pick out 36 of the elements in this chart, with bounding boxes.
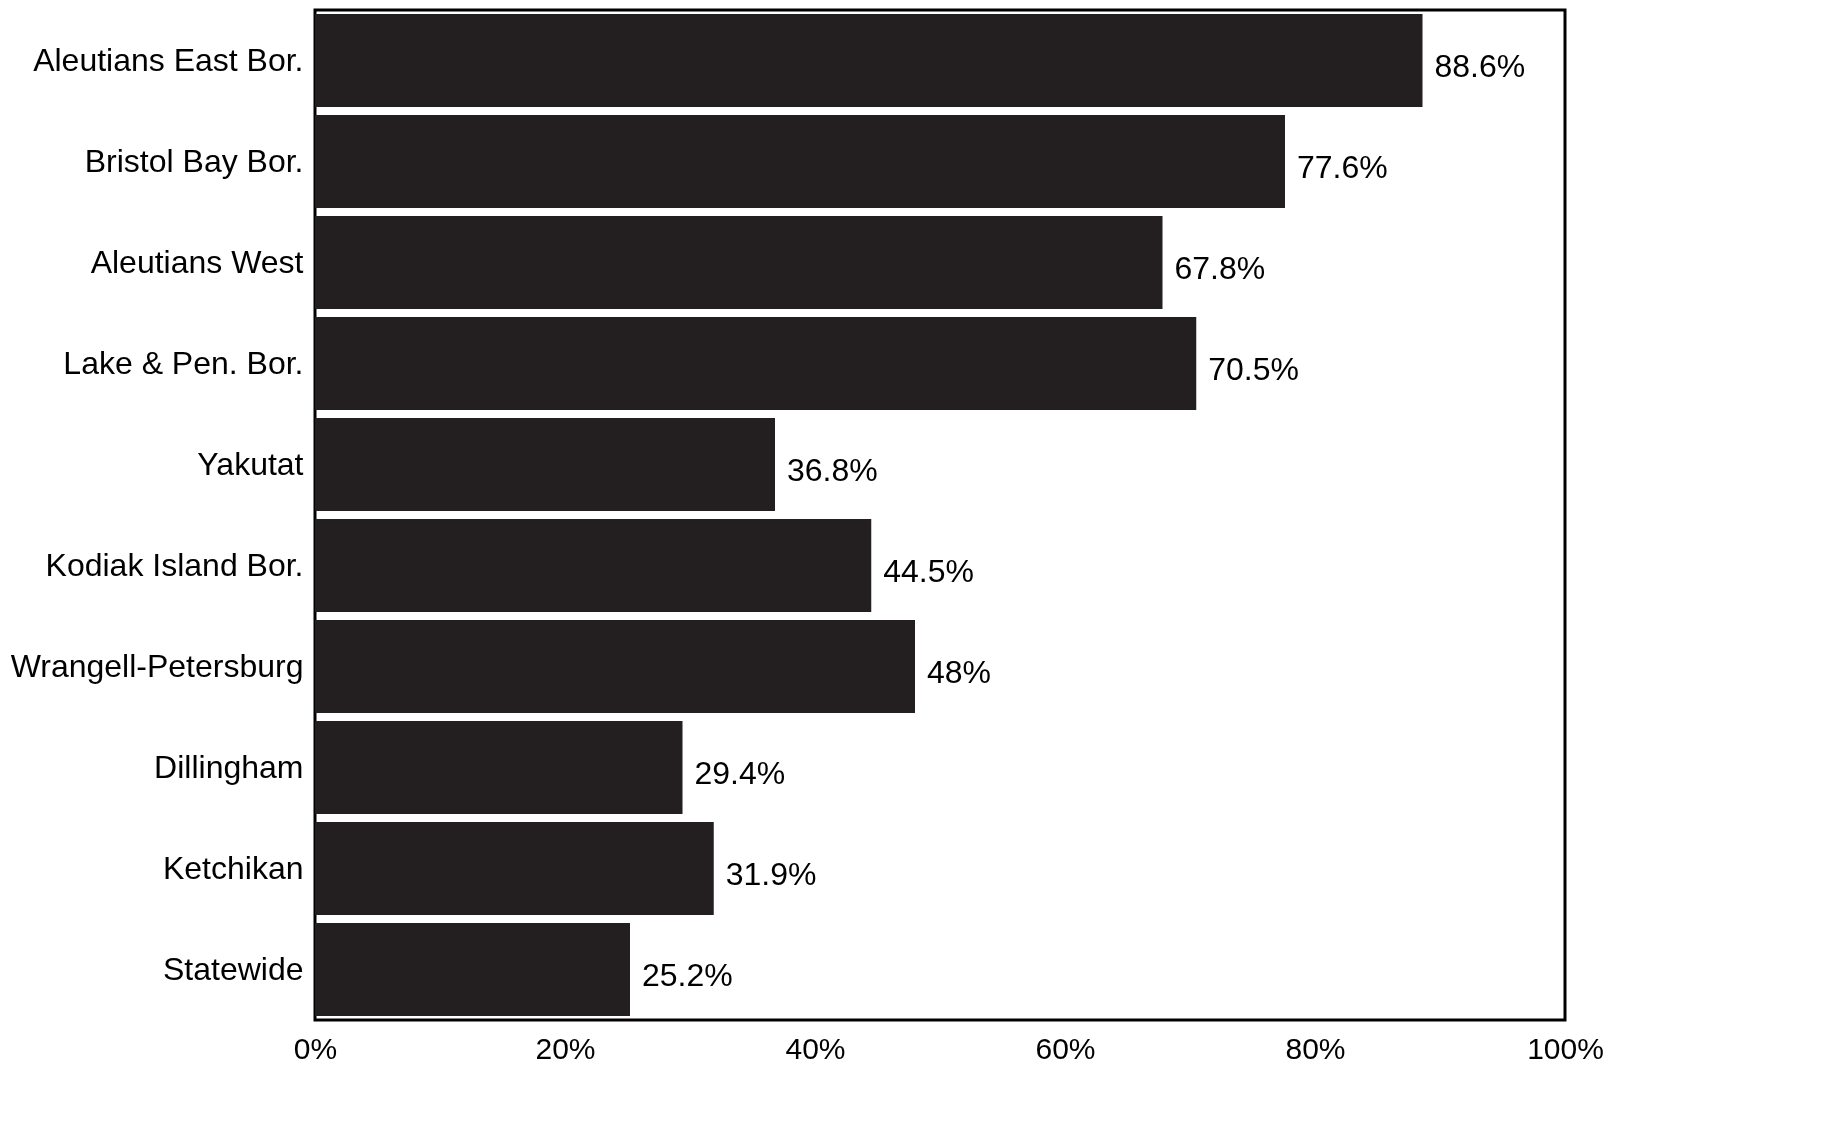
x-tick-label: 0% bbox=[293, 1031, 338, 1065]
x-tick-label: 100% bbox=[1527, 1031, 1604, 1065]
x-tick-label: 40% bbox=[785, 1031, 846, 1065]
bar bbox=[315, 216, 1163, 309]
x-tick-label: 80% bbox=[1285, 1031, 1346, 1065]
y-tick-label: Lake & Pen. Bor. bbox=[63, 344, 304, 381]
bar bbox=[315, 115, 1285, 208]
y-tick-label: Dillingham bbox=[154, 748, 304, 785]
bar bbox=[315, 418, 775, 511]
data-label: 25.2% bbox=[642, 956, 733, 993]
y-tick-label: Bristol Bay Bor. bbox=[84, 142, 304, 179]
x-tick-label: 20% bbox=[535, 1031, 596, 1065]
data-label: 70.5% bbox=[1208, 350, 1299, 387]
data-label: 44.5% bbox=[883, 552, 974, 589]
y-tick-label: Aleutians West bbox=[90, 243, 304, 280]
data-label: 31.9% bbox=[725, 855, 817, 892]
bar bbox=[315, 620, 915, 713]
data-label: 88.6% bbox=[1434, 47, 1526, 84]
bar bbox=[315, 14, 1423, 107]
y-tick-label: Ketchikan bbox=[162, 849, 304, 886]
bar bbox=[315, 721, 683, 814]
data-label: 48% bbox=[927, 653, 992, 690]
y-tick-label: Kodiak Island Bor. bbox=[45, 546, 304, 583]
bar bbox=[315, 822, 714, 915]
y-tick-label: Aleutians East Bor. bbox=[33, 41, 304, 78]
y-tick-label: Yakutat bbox=[197, 445, 304, 482]
y-tick-label: Wrangell-Petersburg bbox=[10, 647, 304, 684]
y-tick-label: Statewide bbox=[162, 950, 304, 987]
data-label: 67.8% bbox=[1174, 249, 1266, 286]
x-tick-label: 60% bbox=[1035, 1031, 1096, 1065]
bar bbox=[315, 923, 630, 1016]
bar bbox=[315, 519, 872, 612]
bar bbox=[315, 317, 1197, 410]
data-label: 36.8% bbox=[787, 451, 878, 488]
data-label: 77.6% bbox=[1297, 148, 1388, 185]
data-label: 29.4% bbox=[694, 754, 786, 791]
